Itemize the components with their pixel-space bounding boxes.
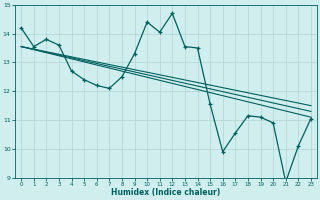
X-axis label: Humidex (Indice chaleur): Humidex (Indice chaleur) <box>111 188 221 197</box>
